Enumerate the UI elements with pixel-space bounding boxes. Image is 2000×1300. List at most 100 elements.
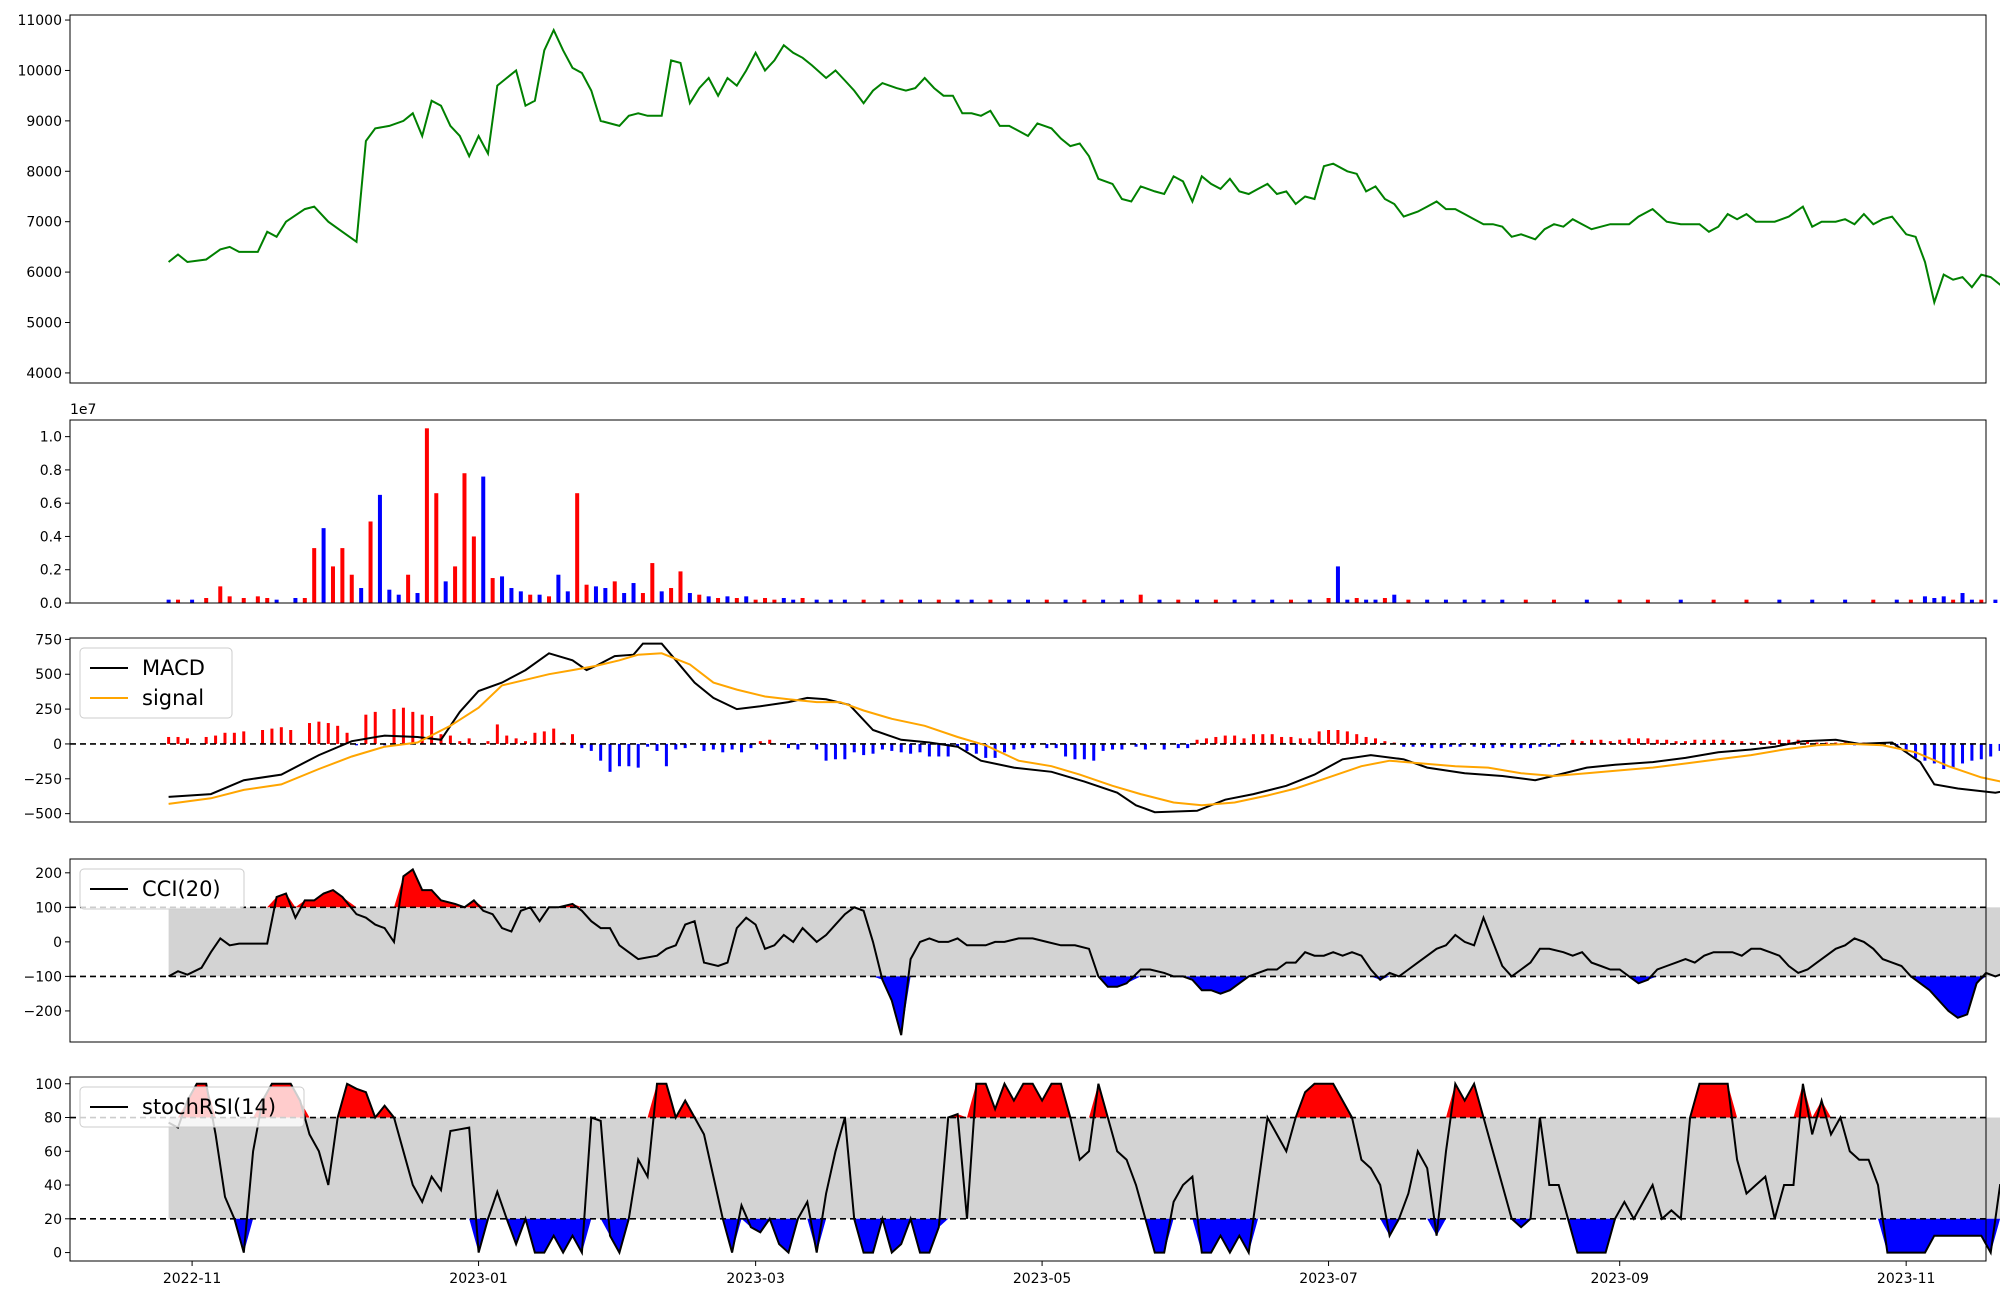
- macd-histogram-bar: [552, 728, 556, 744]
- volume-bar: [763, 598, 768, 603]
- y-tick-label: 5000: [26, 316, 62, 332]
- macd-histogram-bar: [636, 743, 640, 768]
- volume-bar: [1044, 599, 1049, 603]
- macd-histogram-bar: [448, 735, 452, 744]
- macd-histogram-bar: [214, 735, 218, 744]
- macd-histogram-bar: [279, 727, 283, 744]
- volume-bar: [1195, 599, 1200, 603]
- macd-histogram-bar: [495, 724, 499, 744]
- y-tick-label: 0: [53, 935, 62, 951]
- volume-bar: [734, 598, 739, 603]
- oversold-fill: [168, 1218, 2000, 1253]
- macd-histogram-bar: [711, 743, 715, 750]
- volume-bar: [988, 599, 993, 603]
- macd-histogram-bar: [862, 743, 866, 756]
- macd-histogram-bar: [1528, 743, 1532, 749]
- x-tick-label: 2022-11: [163, 1271, 222, 1287]
- macd-histogram-bar: [1787, 739, 1791, 744]
- macd-histogram-bar: [1045, 743, 1049, 749]
- price-line: [167, 27, 2000, 306]
- volume-bar: [312, 548, 317, 603]
- macd-histogram-bar: [1759, 741, 1763, 744]
- macd-histogram-bar: [1031, 743, 1035, 749]
- macd-histogram-bar: [1411, 743, 1415, 747]
- macd-histogram-bar: [364, 714, 368, 744]
- y-tick-label: 1.0: [40, 430, 62, 446]
- macd-histogram-bar: [749, 743, 753, 749]
- y-tick-label: 100: [35, 900, 62, 916]
- volume-bar: [166, 599, 171, 603]
- macd-histogram-bar: [1120, 743, 1124, 750]
- macd-histogram-bar: [1073, 743, 1077, 760]
- macd-histogram-bar: [514, 738, 518, 744]
- macd-histogram-bar: [1336, 730, 1340, 744]
- macd-histogram-bar: [261, 730, 265, 744]
- volume-bar: [753, 599, 758, 603]
- cci-panel: −200 −100 0 100 200 CCI(20): [24, 858, 2000, 1043]
- y-tick-label: 80: [44, 1111, 62, 1127]
- macd-histogram-bar: [1500, 743, 1504, 747]
- volume-bar: [1335, 566, 1340, 603]
- volume-bar: [471, 536, 476, 603]
- macd-histogram-bar: [1162, 743, 1166, 750]
- volume-bar: [1932, 598, 1937, 603]
- volume-bar: [669, 588, 674, 603]
- macd-histogram-bar: [899, 743, 903, 753]
- macd-histogram-bar: [420, 714, 424, 744]
- neutral-band: [168, 907, 2000, 977]
- macd-histogram-bar: [1618, 739, 1622, 744]
- macd-histogram-bar: [1740, 741, 1744, 744]
- legend-label: CCI(20): [142, 877, 221, 901]
- volume-bar: [556, 574, 561, 603]
- macd-histogram-bar: [1289, 736, 1293, 744]
- volume-bar: [321, 528, 326, 603]
- macd-histogram-bar: [824, 743, 828, 761]
- volume-bar: [603, 588, 608, 603]
- volume-bar: [1584, 599, 1589, 603]
- macd-histogram-bar: [1636, 738, 1640, 744]
- y-tick-label: 20: [44, 1212, 62, 1228]
- macd-histogram-bar: [242, 731, 246, 744]
- macd-histogram-bar: [1355, 734, 1359, 744]
- volume-bar: [1500, 599, 1505, 603]
- macd-histogram-bar: [965, 743, 969, 751]
- macd-histogram-bar: [937, 743, 941, 757]
- volume-bar: [1425, 599, 1430, 603]
- macd-histogram-bar: [1547, 743, 1551, 747]
- macd-histogram-bar: [974, 743, 978, 754]
- y-tick-label: 0: [53, 737, 62, 753]
- macd-histogram-bar: [956, 743, 960, 747]
- macd-histogram-bar: [373, 711, 377, 744]
- legend-label: stochRSI(14): [142, 1095, 276, 1119]
- volume-bar: [349, 574, 354, 603]
- volume-bar: [1523, 599, 1528, 603]
- volume-bar: [1354, 598, 1359, 603]
- volume-bar: [1326, 598, 1331, 603]
- volume-bar: [255, 596, 260, 603]
- macd-histogram-bar: [392, 709, 396, 744]
- volume-bar: [1777, 599, 1782, 603]
- volume-bar: [772, 599, 777, 603]
- macd-histogram-bar: [890, 743, 894, 751]
- volume-bar: [1251, 599, 1256, 603]
- volume-bar: [528, 594, 533, 603]
- volume-bar: [1392, 594, 1397, 603]
- volume-bar: [791, 599, 796, 603]
- volume-bar: [1678, 599, 1683, 603]
- volume-bar: [744, 596, 749, 603]
- macd-histogram-bar: [984, 743, 988, 758]
- macd-histogram-bar: [918, 743, 922, 753]
- axes-frame: [69, 14, 1987, 384]
- axes-frame: [69, 419, 1987, 604]
- macd-histogram-bar: [1430, 743, 1434, 749]
- macd-histogram-bar: [1449, 743, 1453, 747]
- macd-histogram-bar: [1195, 739, 1199, 744]
- macd-line: [168, 642, 2000, 814]
- volume-bar: [936, 599, 941, 603]
- y-tick-label: 0.2: [40, 563, 62, 579]
- macd-histogram-bar: [542, 731, 546, 744]
- macd-histogram-bar: [646, 743, 650, 747]
- macd-histogram-bar: [1383, 741, 1387, 744]
- macd-histogram-bar: [430, 716, 434, 744]
